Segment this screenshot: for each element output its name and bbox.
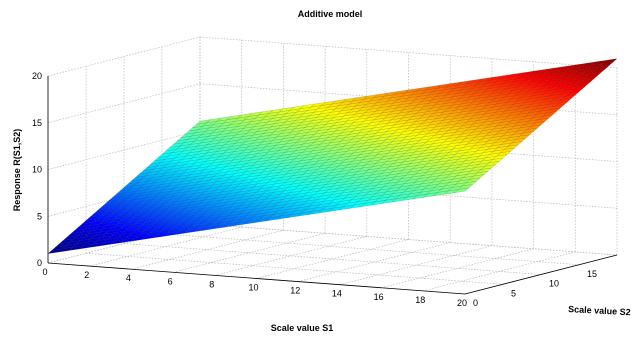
surface-facet [454,187,470,193]
floor-gridline [161,233,580,266]
back-wall-gridline [199,36,618,69]
x-tick-label: 4 [126,273,131,283]
left-wall-gridline [47,83,201,124]
x-tick-label: 0 [42,267,47,277]
y-tick-label: 5 [511,288,516,298]
z-axis-label: Response R(S1,S2) [12,129,22,212]
floor-gridline [298,242,451,282]
surface-facet [545,108,561,114]
surface-mesh [47,58,618,254]
floor-gridline [339,245,492,286]
z-tick-label: 0 [37,258,42,268]
surface-facet [583,74,599,81]
tick-labels: 0 2 4 6 8 10 12 14 16 18 20 0 5 10 15 0 5 10 15 20 [32,71,597,308]
y-axis-line [464,254,618,295]
surface-facet [552,101,569,107]
surface-facet [530,121,546,127]
y-axis-label: Scale value S2 [568,304,631,317]
floor-gridline [173,232,326,273]
x-tick-label: 8 [209,279,214,289]
chart-title: Additive model [298,9,363,19]
floor-gridline [381,248,534,289]
y-tick-label: 10 [549,279,559,289]
x-axis-line [47,262,466,295]
x-axis-label: Scale value S1 [271,323,334,333]
z-tick-label: 15 [32,118,42,128]
floor-gridline [85,252,504,285]
floor-gridline [123,243,542,275]
back-wall-gridline [199,223,618,256]
surface-facet [575,81,591,87]
left-wall-gridline [47,36,201,77]
y-tick-label: 15 [587,269,597,279]
x-tick-label: 20 [457,298,467,308]
floor-gridline [214,236,367,276]
z-tick-label: 5 [37,211,42,221]
left-wall-gridline [47,130,201,170]
x-tick-label: 14 [332,289,342,299]
surface-facet [568,88,584,94]
x-tick-label: 18 [415,295,425,305]
floor-gridline [131,229,284,270]
x-tick-label: 2 [84,270,89,280]
surface-facet [537,114,553,121]
surface-facet [590,68,607,74]
floor-gridline [89,226,242,267]
floor-gridline [256,239,409,279]
x-tick-label: 12 [290,286,300,296]
z-tick-label: 10 [32,165,42,175]
z-tick-label: 20 [32,71,42,81]
surface-facet [556,98,572,104]
x-tick-label: 10 [248,283,258,293]
surface-facet [587,71,603,78]
left-wall-gridline [47,223,201,264]
y-tick-label: 0 [473,298,478,308]
surface-facet [571,84,588,91]
x-tick-label: 6 [168,276,173,286]
x-tick-label: 16 [374,292,384,302]
